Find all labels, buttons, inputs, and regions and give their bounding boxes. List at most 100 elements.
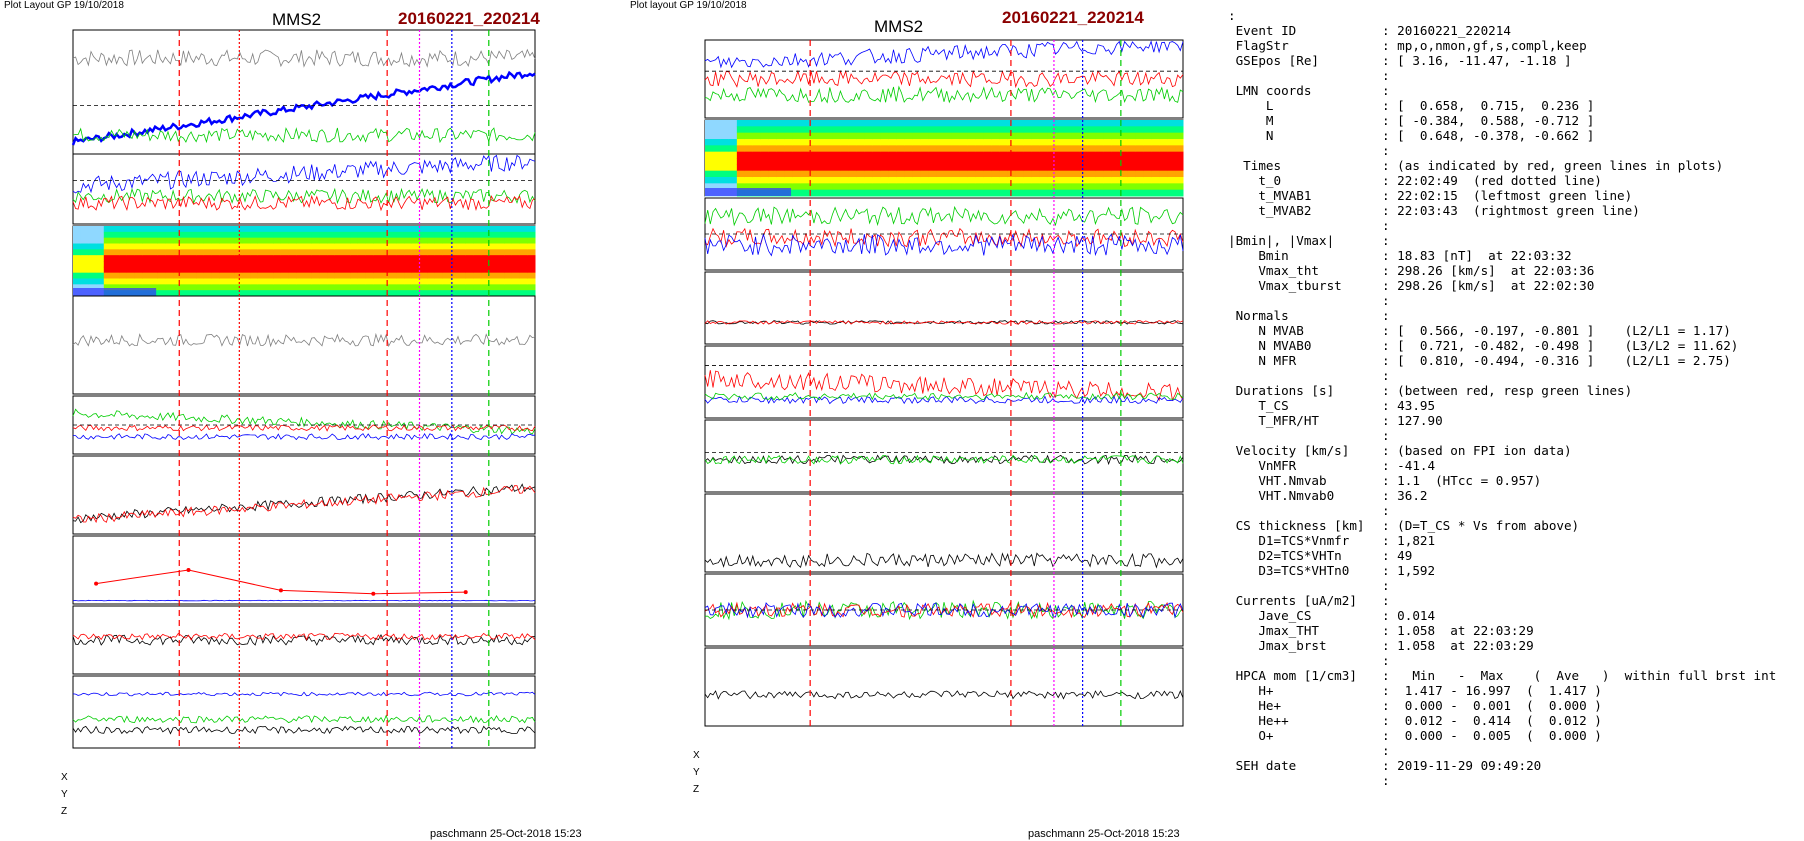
spectrogram-cell [705,158,714,165]
spectrogram-cell [1111,139,1120,146]
spectrogram-cell [126,261,136,268]
spectrogram-cell [350,226,359,233]
spectrogram-cell [856,139,865,146]
spectrogram-cell [728,183,738,191]
spectrogram-cell [404,261,413,268]
spectrogram-cell [1103,151,1112,159]
spectrogram-cell [856,177,865,184]
spectrogram-cell [896,177,905,184]
spectrogram-cell [519,226,528,233]
spectrogram-cell [824,164,833,172]
spectrogram-cell [180,243,189,250]
spectrogram-cell [959,120,969,127]
spectrogram-cell [1079,126,1088,134]
spectrogram-cell [712,132,722,140]
info-separator: : [1382,713,1398,728]
spectrogram-cell [419,226,428,233]
spectrogram-cell [496,231,505,239]
spectrogram-cell [1087,151,1096,159]
spectrogram-cell [776,120,786,127]
info-separator: : [1382,68,1390,83]
spectrogram-cell [96,237,105,244]
info-row: LMN coords: [1228,83,1776,98]
spectrogram-cell [824,170,833,178]
info-key: N [1228,128,1274,143]
spectrogram-cell [434,284,444,291]
spectrogram-cell [991,183,1001,191]
spectrogram-cell [357,226,367,233]
spectrogram-cell [928,189,937,197]
spectrogram-cell [1039,132,1049,140]
spectrogram-cell [936,139,945,146]
spectrogram-cell [319,231,328,239]
spectrogram-cell [227,272,236,279]
spectrogram-cell [396,290,405,297]
spectrogram-cell [481,243,490,250]
info-separator: : [1382,728,1398,743]
spectrogram-cell [712,177,722,184]
info-value: [ 0.648, -0.378, -0.662 ] [1397,128,1595,143]
spectrogram-cell [304,284,313,291]
spectrogram-cell [1159,158,1168,165]
spectrogram-cell [1087,164,1096,172]
panel-frame [72,605,536,675]
spectrogram-cell [327,272,336,279]
spectrogram-cell [872,132,881,140]
spectrogram-cell [296,278,305,285]
spectrogram-cell [856,126,865,134]
info-key: H+ [1228,683,1274,698]
spectrogram-cell [1071,189,1080,197]
info-separator: : [1382,773,1390,788]
spectrogram-cell [280,272,290,279]
spectrogram-cell [808,170,818,178]
spectrogram-cell [959,158,969,165]
spectrogram-cell [951,120,961,127]
spectrogram-cell [196,226,205,233]
spectrogram-cell [944,145,953,153]
spectrogram-cell [126,231,136,239]
spectrogram-cell [1119,164,1128,172]
spectrogram-cell [991,151,1001,159]
spectrogram-cell [1047,145,1057,153]
spectrogram-cell [80,243,89,250]
spectrogram-cell [959,189,969,197]
info-key: t_0 [1228,173,1282,188]
spectrogram-cell [188,255,197,262]
spectrogram-cell [736,164,746,172]
spectrogram-cell [419,266,428,274]
spectrogram-cell [784,151,794,159]
spectrogram-cell [411,255,420,262]
spectrogram-cell [388,272,397,279]
spectrogram-cell [983,177,993,184]
spectrogram-cell [1095,151,1104,159]
spectrogram-cell [126,249,136,256]
spectrogram-cell [511,284,521,291]
spectrogram-cell [752,151,762,159]
spectrogram-cell [80,226,89,233]
spectrogram-cell [951,151,961,159]
spectrogram-cell [496,290,505,297]
info-key: D2=TCS*VHTn [1228,548,1342,563]
spectrogram-cell [912,158,921,165]
spectrogram-cell [792,151,802,159]
series-line [72,424,536,432]
spectrogram-cell [173,261,182,268]
spectrogram-cell [419,243,428,250]
spectrogram-cell [458,272,467,279]
spectrogram-cell [1087,145,1096,153]
spectrogram-cell [1055,189,1064,197]
spectrogram-cell [134,231,143,239]
spectrogram-cell [1079,170,1088,178]
spectrogram-cell [1015,170,1025,178]
info-separator: : [1382,518,1398,533]
spectrogram-cell [404,226,413,233]
spectrogram-cell [434,243,444,250]
spectrogram-cell [768,126,778,134]
spectrogram-cell [1031,126,1041,134]
spectrogram-cell [1023,126,1033,134]
spectrogram-cell [250,284,259,291]
spectrogram-cell [1055,120,1064,127]
info-row: VHT.Nmvab0: 36.2 [1228,488,1776,503]
spectrogram-cell [1007,189,1017,197]
spectrogram-cell [365,226,374,233]
